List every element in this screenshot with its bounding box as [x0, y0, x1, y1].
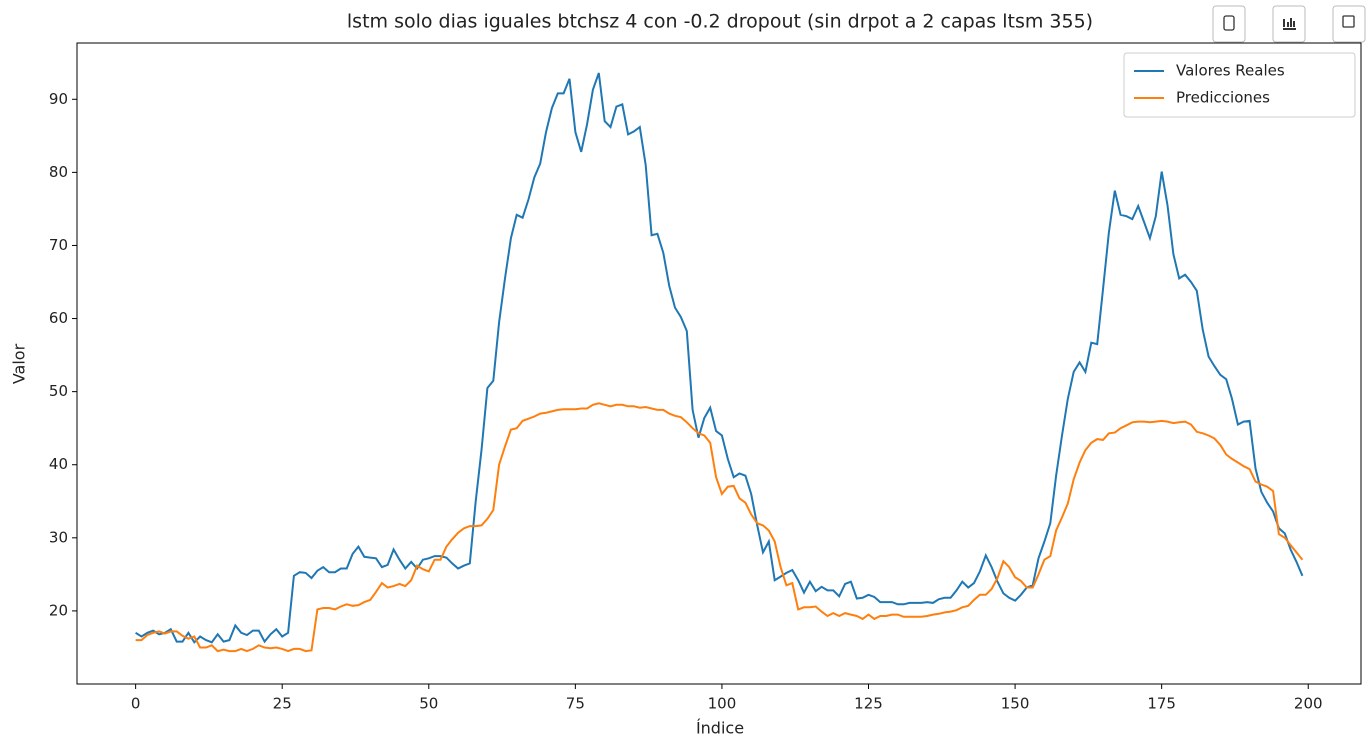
x-tick-label: 50 [419, 695, 438, 713]
x-tick-label: 25 [273, 695, 292, 713]
y-tick-label: 40 [49, 455, 68, 473]
x-tick-label: 100 [708, 695, 737, 713]
series-line [135, 72, 1304, 644]
y-tick-label: 80 [49, 163, 68, 181]
legend-label: Predicciones [1176, 89, 1270, 107]
y-tick-label: 20 [49, 601, 68, 619]
x-tick-label: 200 [1294, 695, 1323, 713]
chart-button[interactable] [1272, 5, 1306, 43]
y-tick-label: 50 [49, 382, 68, 400]
save-button[interactable] [1332, 5, 1366, 43]
legend-box [1123, 52, 1356, 118]
x-tick-label: 0 [131, 695, 141, 713]
x-tick-label: 125 [854, 695, 883, 713]
x-tick-label: 175 [1147, 695, 1176, 713]
y-tick-label: 30 [49, 528, 68, 546]
x-tick-label: 150 [1001, 695, 1030, 713]
copy-button[interactable] [1212, 5, 1246, 43]
y-tick-label: 60 [49, 309, 68, 327]
y-tick-label: 90 [49, 90, 68, 108]
legend-label: Valores Reales [1176, 62, 1285, 80]
x-axis-label: Índice [696, 719, 744, 737]
y-axis-label: Valor [10, 343, 29, 384]
y-tick-label: 70 [49, 236, 68, 254]
series-line [135, 402, 1304, 653]
chart-title: lstm solo dias iguales btchsz 4 con -0.2… [347, 11, 1093, 33]
plot-frame [76, 42, 1362, 685]
x-tick-label: 75 [566, 695, 585, 713]
